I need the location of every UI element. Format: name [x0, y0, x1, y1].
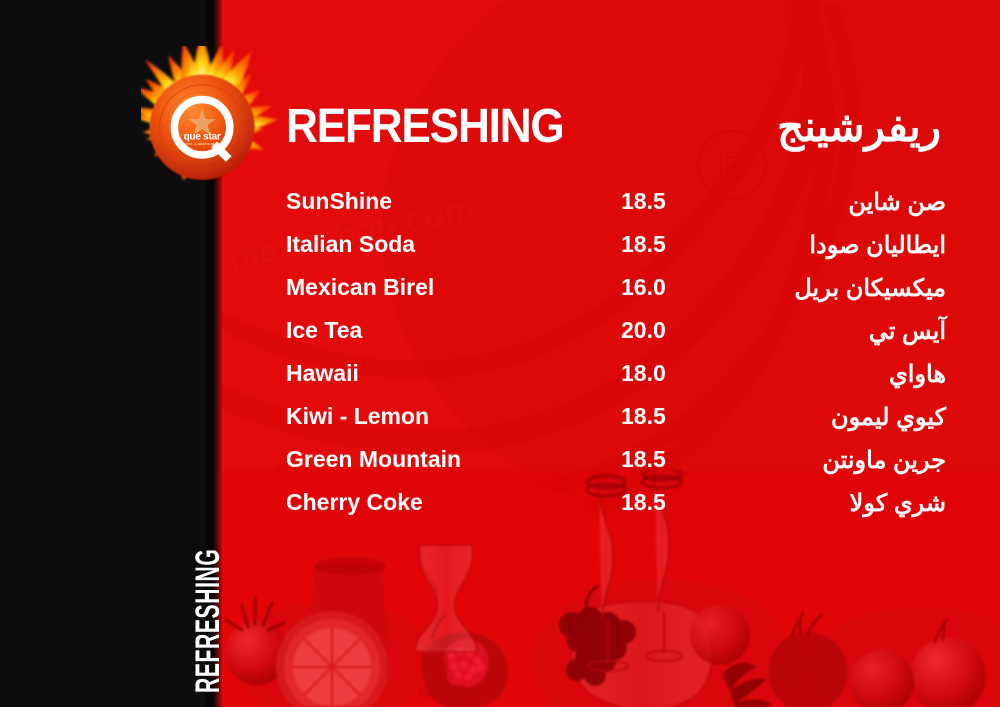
- svg-text:GRILL & RESTAURANT: GRILL & RESTAURANT: [183, 142, 222, 146]
- svg-text:que star: que star: [183, 131, 221, 142]
